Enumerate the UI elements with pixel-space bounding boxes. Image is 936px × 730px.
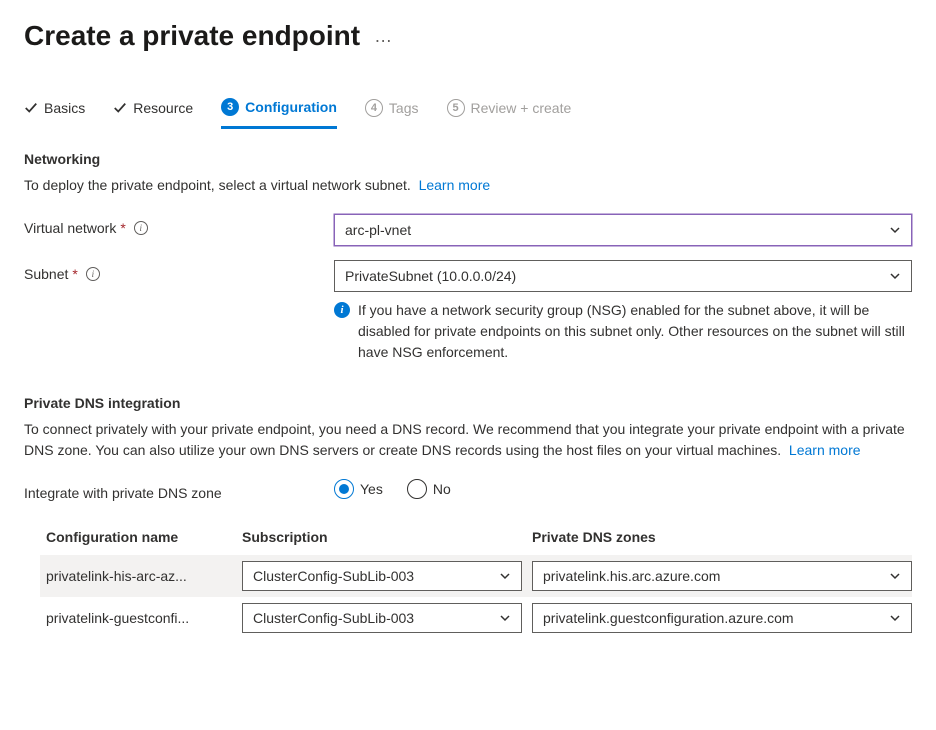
integrate-dns-yes[interactable]: Yes (334, 479, 383, 499)
col-header-private-dns-zones: Private DNS zones (532, 529, 912, 545)
chevron-down-icon (889, 270, 901, 282)
dns-heading: Private DNS integration (24, 395, 912, 411)
dns-zones-table: Configuration name Subscription Private … (40, 523, 912, 639)
networking-heading: Networking (24, 151, 912, 167)
required-indicator: * (72, 266, 77, 282)
tab-configuration[interactable]: 3 Configuration (221, 92, 337, 129)
chevron-down-icon (889, 224, 901, 236)
chevron-down-icon (889, 612, 901, 624)
more-actions-button[interactable]: … (374, 26, 393, 47)
integrate-dns-no[interactable]: No (407, 479, 451, 499)
step-number: 3 (221, 98, 239, 116)
col-header-subscription: Subscription (242, 529, 522, 545)
check-icon (113, 101, 127, 115)
table-row: privatelink-his-arc-az... ClusterConfig-… (40, 555, 912, 597)
subnet-label: Subnet * i (24, 260, 334, 282)
step-number: 5 (447, 99, 465, 117)
step-number: 4 (365, 99, 383, 117)
tab-resource-label: Resource (133, 100, 193, 116)
radio-icon (334, 479, 354, 499)
networking-learn-more-link[interactable]: Learn more (419, 177, 491, 193)
chevron-down-icon (499, 612, 511, 624)
page-title: Create a private endpoint (24, 20, 360, 52)
tab-resource[interactable]: Resource (113, 94, 193, 126)
subscription-select[interactable]: ClusterConfig-SubLib-003 (242, 603, 522, 633)
tab-review-create[interactable]: 5 Review + create (447, 93, 572, 127)
virtual-network-label: Virtual network * i (24, 214, 334, 236)
dns-description: To connect privately with your private e… (24, 419, 912, 461)
col-header-config-name: Configuration name (40, 529, 232, 545)
info-icon[interactable]: i (86, 267, 100, 281)
required-indicator: * (120, 220, 125, 236)
tab-configuration-label: Configuration (245, 99, 337, 115)
networking-description: To deploy the private endpoint, select a… (24, 175, 912, 196)
info-solid-icon: i (334, 302, 350, 318)
info-icon[interactable]: i (134, 221, 148, 235)
private-dns-zone-select[interactable]: privatelink.his.arc.azure.com (532, 561, 912, 591)
tab-review-create-label: Review + create (471, 100, 572, 116)
integrate-dns-radio-group: Yes No (334, 479, 912, 499)
check-icon (24, 101, 38, 115)
dns-learn-more-link[interactable]: Learn more (789, 442, 861, 458)
virtual-network-value: arc-pl-vnet (345, 222, 411, 238)
subnet-value: PrivateSubnet (10.0.0.0/24) (345, 268, 516, 284)
integrate-dns-label: Integrate with private DNS zone (24, 479, 334, 501)
subnet-select[interactable]: PrivateSubnet (10.0.0.0/24) (334, 260, 912, 292)
table-row: privatelink-guestconfi... ClusterConfig-… (40, 597, 912, 639)
subscription-select[interactable]: ClusterConfig-SubLib-003 (242, 561, 522, 591)
subnet-nsg-callout: i If you have a network security group (… (334, 300, 912, 363)
virtual-network-select[interactable]: arc-pl-vnet (334, 214, 912, 246)
wizard-tabs: Basics Resource 3 Configuration 4 Tags 5… (24, 92, 912, 129)
radio-icon (407, 479, 427, 499)
tab-tags[interactable]: 4 Tags (365, 93, 419, 127)
chevron-down-icon (889, 570, 901, 582)
private-dns-zone-select[interactable]: privatelink.guestconfiguration.azure.com (532, 603, 912, 633)
tab-basics[interactable]: Basics (24, 94, 85, 126)
config-name-cell: privatelink-guestconfi... (40, 610, 232, 626)
tab-tags-label: Tags (389, 100, 419, 116)
tab-basics-label: Basics (44, 100, 85, 116)
config-name-cell: privatelink-his-arc-az... (40, 568, 232, 584)
chevron-down-icon (499, 570, 511, 582)
